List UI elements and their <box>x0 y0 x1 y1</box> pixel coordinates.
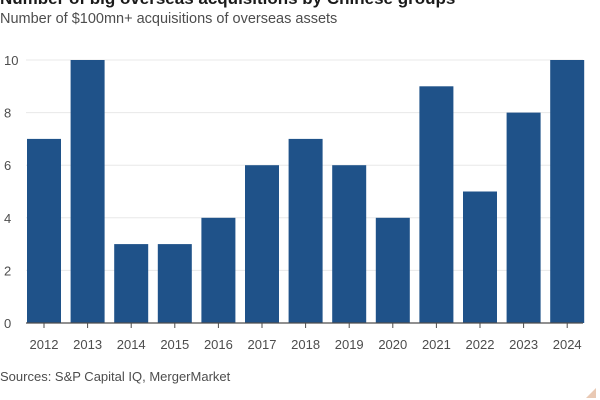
x-axis-ticks: 2012 2013 2014 2015 2016 2017 2018 2019 2020 2021… <box>30 337 582 352</box>
bar <box>201 217 236 323</box>
y-tick-label: 4 <box>4 211 11 226</box>
resize-grip-icon <box>586 388 596 398</box>
chart-subtitle: Number of $100mn+ acquisitions of overse… <box>0 11 338 27</box>
bar <box>506 112 541 323</box>
chart-title: Number of big overseas acquisitions by C… <box>0 0 455 9</box>
y-tick-label: 10 <box>4 53 18 68</box>
bar <box>419 86 454 323</box>
x-tick-label: 2019 <box>335 337 364 352</box>
source-note: Sources: S&P Capital IQ, MergerMarket <box>0 369 231 384</box>
bar <box>375 217 410 323</box>
x-tick-label: 2024 <box>553 337 582 352</box>
y-tick-label: 8 <box>4 106 11 121</box>
x-tick-label: 2014 <box>117 337 146 352</box>
y-tick-label: 2 <box>4 263 11 278</box>
x-tick-label: 2023 <box>509 337 538 352</box>
bar <box>70 60 105 323</box>
bar <box>157 244 192 323</box>
bar <box>332 165 367 323</box>
x-tick-label: 2016 <box>204 337 233 352</box>
x-tick-label: 2020 <box>378 337 407 352</box>
bar <box>27 138 61 323</box>
x-tick-label: 2013 <box>73 337 102 352</box>
y-axis-ticks: 0 2 4 6 8 10 <box>4 53 18 331</box>
bar <box>550 60 585 323</box>
x-tick-label: 2015 <box>160 337 189 352</box>
bars <box>27 60 585 323</box>
bar <box>245 165 279 323</box>
x-tick-label: 2018 <box>291 337 320 352</box>
bar <box>114 244 149 323</box>
y-tick-label: 0 <box>4 316 11 331</box>
bar <box>288 138 323 323</box>
x-tick-label: 2017 <box>248 337 277 352</box>
y-tick-label: 6 <box>4 158 11 173</box>
bar <box>463 191 497 323</box>
x-tick-label: 2022 <box>466 337 495 352</box>
x-tick-label: 2021 <box>422 337 451 352</box>
x-tick-label: 2012 <box>30 337 59 352</box>
x-axis <box>26 322 583 328</box>
